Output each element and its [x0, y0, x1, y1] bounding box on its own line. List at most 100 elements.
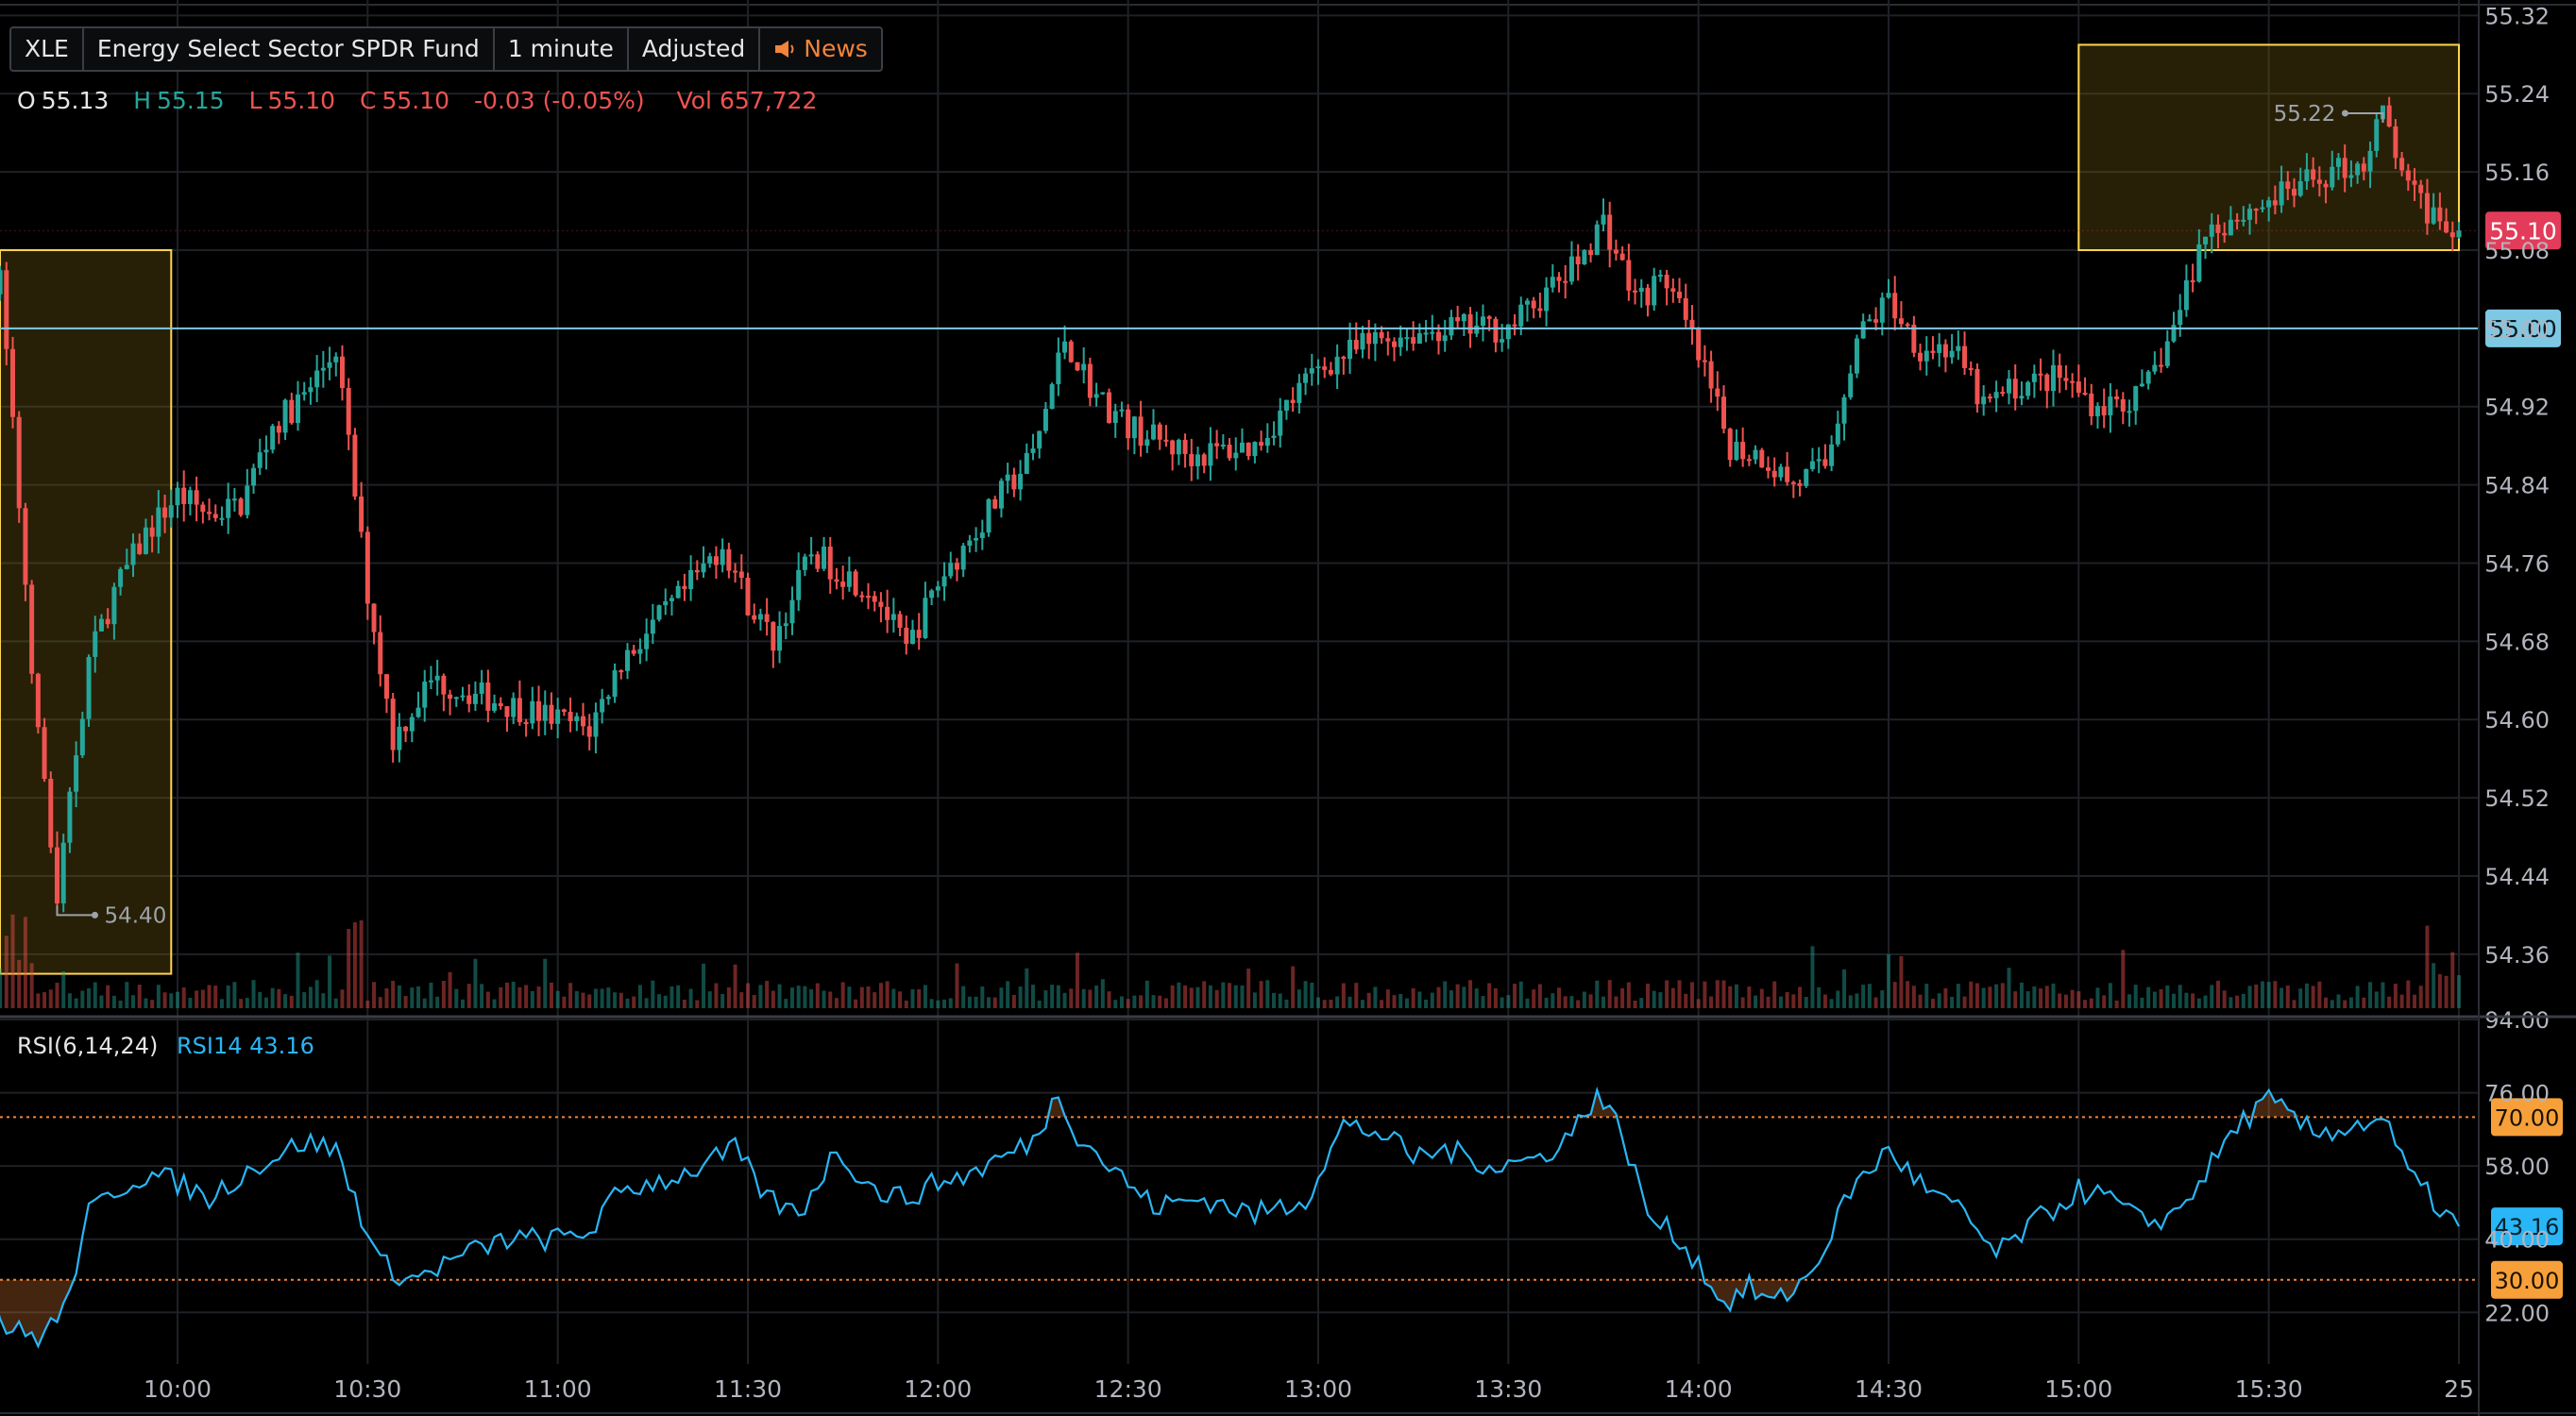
candle-body [1227, 445, 1232, 459]
candle-body [2114, 396, 2120, 399]
candle-body [1208, 443, 1213, 466]
volume-bar [2007, 968, 2011, 1008]
volume-bar [726, 987, 731, 1008]
volume-bar [1411, 987, 1415, 1008]
volume-bar [118, 1000, 123, 1008]
x-tick-label: 11:30 [714, 1375, 782, 1403]
volume-bar [758, 985, 763, 1008]
volume-bar [2444, 975, 2449, 1008]
volume-bar [1449, 990, 1453, 1008]
volume-bar [1329, 1000, 1333, 1008]
volume-bar [2089, 998, 2093, 1008]
volume-bar [1291, 966, 1296, 1008]
candle-body [2063, 378, 2069, 381]
y-tick-label: 54.92 [2484, 395, 2550, 421]
candle-body [168, 505, 174, 518]
news-button[interactable]: News [760, 28, 881, 70]
volume-bar [1911, 986, 1916, 1008]
volume-value: 657,722 [719, 87, 818, 114]
volume-bar [1518, 981, 1523, 1008]
volume-bar [822, 990, 826, 1008]
candle-body [1588, 250, 1594, 256]
volume-bar [1772, 981, 1777, 1008]
rsi-level-label: 70.00 [2495, 1104, 2560, 1131]
volume-bar [1366, 992, 1371, 1008]
candle-body [2367, 150, 2373, 172]
candle-body [745, 578, 751, 615]
candle-body [1392, 341, 1398, 347]
candle-body [1486, 316, 1492, 319]
volume-bar [169, 993, 174, 1008]
y-tick-label: 55.00 [2484, 316, 2550, 343]
volume-bar [2127, 994, 2132, 1008]
volume-bar [1050, 985, 1055, 1008]
volume-bar [2355, 986, 2360, 1008]
volume-bar [492, 999, 497, 1008]
rsi-tick-label: 94.00 [2484, 1007, 2550, 1034]
candle-body [1816, 459, 1822, 462]
volume-bar [2368, 982, 2373, 1008]
interval-selector[interactable]: 1 minute [495, 28, 629, 70]
candle-body [1011, 474, 1017, 490]
volume-bar [1404, 998, 1409, 1008]
candle-body [1170, 440, 1176, 455]
volume-bar [67, 993, 72, 1008]
volume-bar [1703, 981, 1707, 1008]
candle-body [1093, 394, 1099, 398]
candle-body [612, 670, 618, 698]
candle-body [1537, 308, 1543, 312]
volume-bar [23, 917, 27, 1008]
volume-bar [1069, 988, 1074, 1008]
candle-body [523, 721, 529, 724]
volume-bar [524, 985, 529, 1008]
candle-body [1753, 449, 1758, 460]
volume-bar [1493, 987, 1498, 1008]
candle-body [1841, 396, 1847, 424]
candle-body [878, 601, 884, 607]
volume-bar [176, 991, 179, 1008]
volume-bar [1177, 982, 1181, 1008]
candle-body [624, 649, 630, 671]
candle-body [1911, 324, 1917, 353]
volume-bar [1842, 969, 1847, 1008]
symbol-ticker[interactable]: XLE [11, 28, 84, 70]
candle-body [1112, 411, 1118, 424]
candle-body [1157, 424, 1162, 440]
volume-bar [555, 990, 560, 1008]
volume-bar [1791, 994, 1796, 1008]
volume-bar [277, 988, 281, 1008]
volume-bar [955, 963, 959, 1008]
volume-bar [619, 992, 623, 1008]
candle-body [434, 675, 440, 681]
candle-body [2292, 189, 2297, 196]
candle-body [561, 709, 567, 713]
candle-body [181, 487, 187, 504]
low-label: L [248, 87, 263, 114]
y-tick-label: 54.52 [2484, 785, 2550, 812]
volume-bar [587, 994, 592, 1008]
candle-body [2456, 230, 2462, 238]
volume-bar [796, 986, 801, 1008]
volume-bar [1652, 990, 1656, 1008]
rsi-tick-label: 58.00 [2484, 1154, 2550, 1180]
volume-bar [2076, 991, 2081, 1008]
volume-bar [42, 992, 47, 1008]
adjustment-toggle[interactable]: Adjusted [629, 28, 761, 70]
candle-body [694, 569, 700, 573]
volume-bar [308, 986, 313, 1008]
volume-bar [1569, 996, 1574, 1008]
volume-bar [372, 982, 377, 1008]
volume-bar [1551, 993, 1555, 1008]
candle-body [568, 712, 573, 721]
candle-body [1981, 396, 1987, 405]
volume-bar [1822, 994, 1827, 1008]
candle-body [1556, 277, 1562, 281]
volume-bar [828, 991, 833, 1008]
volume-bar [1062, 992, 1067, 1008]
volume-bar [485, 991, 490, 1008]
candle-body [2094, 406, 2100, 417]
rsi-indicator-label[interactable]: RSI(6,14,24) [17, 1033, 159, 1059]
close-value: 55.10 [381, 87, 450, 114]
candle-body [650, 619, 655, 634]
